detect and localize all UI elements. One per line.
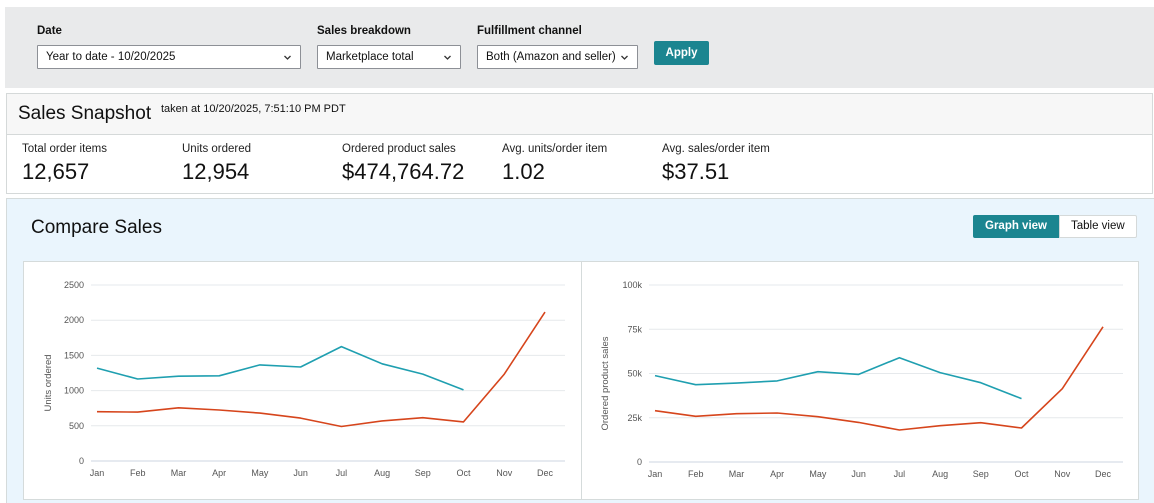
metric-value: $37.51 bbox=[662, 159, 730, 184]
date-select-value: Year to date - 10/20/2025 bbox=[46, 51, 176, 63]
chevron-down-icon bbox=[443, 53, 452, 62]
y-axis-title: Ordered product sales bbox=[600, 336, 611, 430]
x-tick-label: Jun bbox=[851, 469, 866, 479]
metric-units-ordered: Units ordered 12,954 bbox=[182, 142, 251, 185]
charts-container: 0 500 1000 1500 2000 2500 Jan Feb Mar Apr May Jun Ju… bbox=[23, 261, 1139, 500]
date-filter: Date Year to date - 10/20/2025 bbox=[37, 24, 301, 69]
x-tick-label: Oct bbox=[1015, 469, 1030, 479]
metric-label: Units ordered bbox=[182, 143, 252, 155]
x-tick-label: Jan bbox=[648, 469, 663, 479]
series-line-current bbox=[654, 356, 1022, 400]
x-tick-label: May bbox=[251, 468, 269, 478]
y-axis-title: Units ordered bbox=[43, 354, 54, 411]
metric-label: Avg. units/order item bbox=[502, 143, 608, 155]
x-tick-label: Jul bbox=[894, 469, 906, 479]
metric-label: Avg. sales/order item bbox=[662, 143, 770, 155]
view-toggle: Graph view Table view bbox=[973, 215, 1137, 238]
y-tick-label: 25k bbox=[627, 413, 642, 423]
y-tick-label: 100k bbox=[622, 280, 642, 290]
metric-value: 12,657 bbox=[22, 159, 90, 184]
sales-snapshot-title: Sales Snapshot bbox=[18, 103, 152, 124]
x-tick-label: Jul bbox=[336, 468, 348, 478]
metric-value: 1.02 bbox=[502, 159, 545, 184]
chart-divider bbox=[581, 262, 582, 499]
metric-value: $474,764.72 bbox=[342, 159, 465, 184]
fulfillment-channel-value: Both (Amazon and seller) bbox=[486, 51, 616, 63]
fulfillment-channel-select[interactable]: Both (Amazon and seller) bbox=[477, 45, 638, 69]
x-tick-label: Sep bbox=[973, 469, 989, 479]
x-tick-label: Jan bbox=[90, 468, 105, 478]
fulfillment-channel-filter: Fulfillment channel Both (Amazon and sel… bbox=[477, 24, 638, 69]
sales-snapshot: Sales Snapshot taken at 10/20/2025, 7:51… bbox=[6, 93, 1153, 194]
y-tick-label: 2500 bbox=[64, 280, 84, 290]
sales-snapshot-header: Sales Snapshot taken at 10/20/2025, 7:51… bbox=[7, 94, 1152, 135]
series-line-current bbox=[96, 345, 464, 391]
x-tick-label: Nov bbox=[1054, 469, 1071, 479]
x-tick-label: Sep bbox=[415, 468, 431, 478]
metric-total-order-items: Total order items 12,657 bbox=[22, 142, 107, 185]
x-tick-label: Dec bbox=[537, 468, 554, 478]
x-tick-label: May bbox=[809, 469, 827, 479]
chevron-down-icon bbox=[283, 53, 292, 62]
x-tick-label: Mar bbox=[729, 469, 745, 479]
x-tick-label: Feb bbox=[130, 468, 146, 478]
x-tick-label: Nov bbox=[496, 468, 513, 478]
compare-sales-section: Compare Sales Graph view Table view 0 500… bbox=[6, 198, 1154, 503]
sales-breakdown-filter: Sales breakdown Marketplace total bbox=[317, 24, 461, 69]
metric-avg-sales-per-order-item: Avg. sales/order item $37.51 bbox=[662, 142, 770, 185]
y-tick-label: 1500 bbox=[64, 350, 84, 360]
series-line-comparison bbox=[96, 311, 546, 428]
filter-bar: Date Year to date - 10/20/2025 Sales bre… bbox=[5, 7, 1154, 88]
x-tick-label: Apr bbox=[212, 468, 226, 478]
x-tick-label: Aug bbox=[374, 468, 390, 478]
x-tick-label: Oct bbox=[457, 468, 472, 478]
metric-ordered-product-sales: Ordered product sales $474,764.72 bbox=[342, 142, 464, 185]
x-tick-label: Aug bbox=[932, 469, 948, 479]
date-filter-label: Date bbox=[37, 25, 62, 37]
x-tick-label: Mar bbox=[171, 468, 187, 478]
chevron-down-icon bbox=[620, 53, 629, 62]
y-tick-label: 75k bbox=[627, 324, 642, 334]
date-select[interactable]: Year to date - 10/20/2025 bbox=[37, 45, 301, 69]
x-tick-label: Apr bbox=[770, 469, 784, 479]
snapshot-timestamp: taken at 10/20/2025, 7:51:10 PM PDT bbox=[161, 103, 346, 115]
y-tick-label: 0 bbox=[637, 457, 642, 467]
table-view-button[interactable]: Table view bbox=[1059, 215, 1137, 238]
apply-button[interactable]: Apply bbox=[654, 41, 709, 65]
units-ordered-chart: 0 500 1000 1500 2000 2500 Jan Feb Mar Apr May Jun Ju… bbox=[43, 280, 565, 478]
x-tick-label: Feb bbox=[688, 469, 704, 479]
y-tick-label: 0 bbox=[79, 456, 84, 466]
x-tick-label: Jun bbox=[293, 468, 308, 478]
metric-avg-units-per-order-item: Avg. units/order item 1.02 bbox=[502, 142, 607, 185]
graph-view-button[interactable]: Graph view bbox=[973, 215, 1059, 238]
compare-sales-title: Compare Sales bbox=[31, 217, 162, 238]
metric-label: Total order items bbox=[22, 143, 108, 155]
x-tick-label: Dec bbox=[1095, 469, 1112, 479]
ordered-product-sales-chart: 0 25k 50k 75k 100k Jan Feb Mar Apr May Jun Jul Aug Se… bbox=[600, 280, 1123, 479]
y-tick-label: 50k bbox=[627, 369, 642, 379]
fulfillment-channel-label: Fulfillment channel bbox=[477, 25, 582, 37]
series-line-comparison bbox=[654, 326, 1104, 431]
y-tick-label: 1000 bbox=[64, 386, 84, 396]
sales-breakdown-label: Sales breakdown bbox=[317, 25, 411, 37]
sales-breakdown-select[interactable]: Marketplace total bbox=[317, 45, 461, 69]
metric-value: 12,954 bbox=[182, 159, 250, 184]
y-tick-label: 500 bbox=[69, 421, 84, 431]
sales-breakdown-value: Marketplace total bbox=[326, 51, 414, 63]
metric-label: Ordered product sales bbox=[342, 143, 456, 155]
y-tick-label: 2000 bbox=[64, 315, 84, 325]
